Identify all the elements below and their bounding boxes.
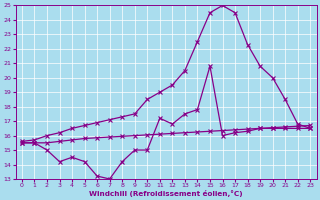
X-axis label: Windchill (Refroidissement éolien,°C): Windchill (Refroidissement éolien,°C) — [89, 190, 243, 197]
